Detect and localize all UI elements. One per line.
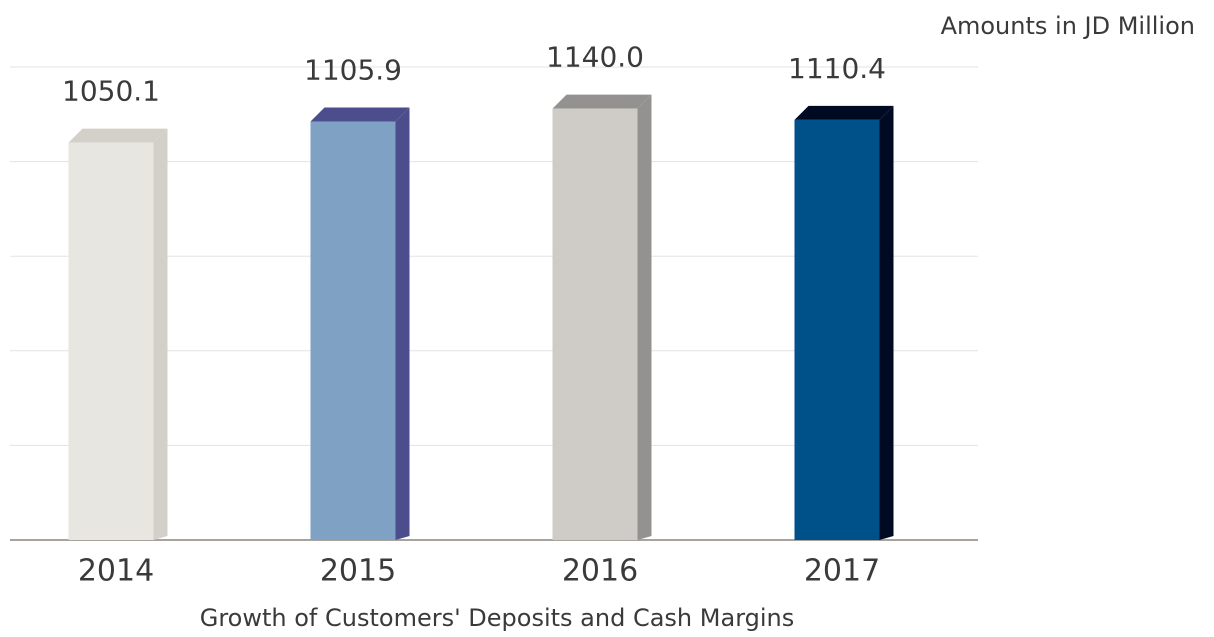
bar-side (395, 107, 410, 541)
bar-side (637, 94, 652, 541)
x-tick-label: 2017 (804, 554, 880, 589)
bar (552, 108, 638, 541)
value-label: 1050.1 (62, 75, 160, 108)
chart-title: Growth of Customers' Deposits and Cash M… (200, 604, 795, 632)
bar-top (310, 107, 410, 122)
bar-top (794, 105, 894, 120)
value-label: 1140.0 (546, 41, 644, 74)
value-label: 1105.9 (304, 54, 402, 87)
bar-side (153, 128, 168, 541)
bar-top (68, 128, 168, 143)
x-tick-label: 2014 (78, 554, 154, 589)
bar (310, 121, 396, 541)
value-label: 1110.4 (788, 52, 886, 85)
unit-note: Amounts in JD Million (941, 12, 1195, 40)
x-tick-label: 2015 (320, 554, 396, 589)
bar-top (552, 94, 652, 109)
bar-side (879, 105, 894, 540)
bar (794, 119, 880, 540)
bar (68, 142, 154, 541)
x-tick-label: 2016 (562, 554, 638, 589)
